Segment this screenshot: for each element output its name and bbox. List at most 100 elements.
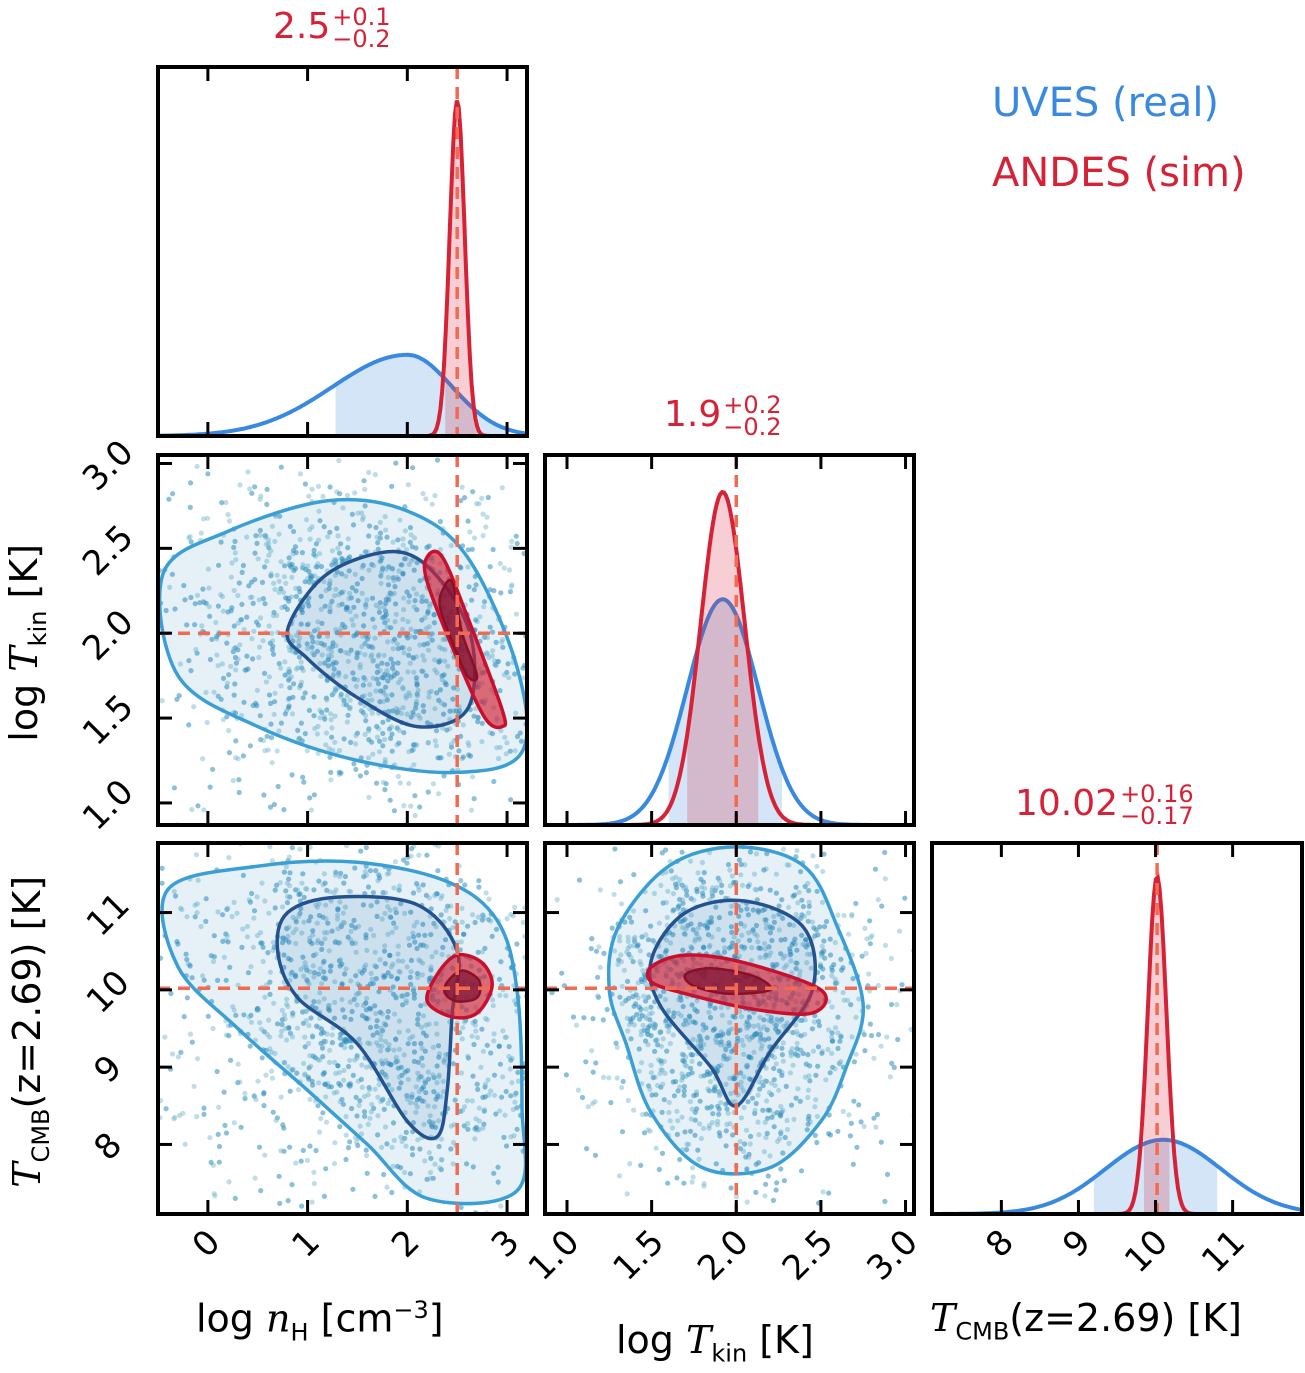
scatter-point xyxy=(235,592,241,599)
scatter-point xyxy=(407,974,413,981)
scatter-point xyxy=(140,591,145,596)
scatter-point xyxy=(715,875,721,881)
scatter-point xyxy=(599,1243,604,1248)
scatter-point xyxy=(383,596,389,603)
scatter-point xyxy=(738,1115,745,1121)
scatter-point xyxy=(333,642,339,649)
scatter-point xyxy=(387,907,393,913)
scatter-point xyxy=(282,659,288,665)
scatter-point xyxy=(171,888,177,895)
scatter-point xyxy=(393,925,399,931)
scatter-point xyxy=(722,945,728,951)
scatter-point xyxy=(784,862,790,868)
scatter-point xyxy=(295,639,302,645)
scatter-point xyxy=(763,917,769,923)
scatter-point xyxy=(404,589,410,595)
scatter-point xyxy=(346,705,352,711)
scatter-point xyxy=(203,918,209,925)
scatter-point xyxy=(369,561,375,568)
scatter-point xyxy=(360,514,366,520)
scatter-point xyxy=(766,1017,772,1024)
scatter-point xyxy=(509,538,515,545)
scatter-point xyxy=(498,590,504,596)
scatter-point xyxy=(771,919,778,925)
scatter-point xyxy=(792,936,798,942)
scatter-point xyxy=(638,1162,644,1168)
scatter-point xyxy=(454,686,461,692)
scatter-point xyxy=(763,1134,769,1141)
scatter-point xyxy=(813,1097,819,1103)
scatter-point xyxy=(321,1193,327,1199)
scatter-point xyxy=(126,662,131,667)
xtick-label: 1.5 xyxy=(605,1222,672,1289)
scatter-point xyxy=(224,714,230,720)
scatter-point xyxy=(327,578,333,584)
scatter-point xyxy=(797,968,803,974)
scatter-point xyxy=(274,1115,280,1121)
scatter-point xyxy=(409,1094,415,1100)
scatter-point xyxy=(834,980,840,986)
scatter-point xyxy=(318,593,324,599)
scatter-point xyxy=(744,1199,750,1205)
scatter-point xyxy=(316,1129,323,1135)
scatter-point xyxy=(450,833,455,838)
scatter-point xyxy=(777,1136,783,1142)
scatter-point xyxy=(744,906,750,912)
scatter-point xyxy=(317,551,323,557)
scatter-point xyxy=(599,1003,604,1008)
scatter-point xyxy=(364,995,370,1002)
scatter-point xyxy=(681,1180,687,1186)
scatter-point xyxy=(427,1113,433,1119)
scatter-point xyxy=(286,677,292,683)
scatter-point xyxy=(681,885,687,891)
scatter-point xyxy=(379,1069,385,1075)
scatter-point xyxy=(368,1109,374,1115)
scatter-point xyxy=(680,900,686,906)
scatter-point xyxy=(393,460,399,466)
scatter-point xyxy=(694,930,700,937)
scatter-point xyxy=(340,910,346,916)
scatter-point xyxy=(631,1107,637,1113)
scatter-point xyxy=(365,1040,371,1046)
scatter-point xyxy=(382,910,388,917)
scatter-point xyxy=(683,1017,689,1023)
scatter-point xyxy=(683,888,690,894)
scatter-point xyxy=(487,564,493,570)
scatter-point xyxy=(328,649,335,655)
scatter-point xyxy=(797,973,803,979)
scatter-point xyxy=(506,675,512,681)
scatter-point xyxy=(337,899,343,905)
scatter-point xyxy=(806,903,812,909)
scatter-point xyxy=(816,1023,823,1029)
scatter-point xyxy=(329,928,335,934)
scatter-point xyxy=(688,896,694,902)
scatter-point xyxy=(422,1048,428,1054)
scatter-point xyxy=(479,1230,484,1235)
scatter-point xyxy=(308,1063,314,1069)
scatter-point xyxy=(578,932,583,937)
scatter-point xyxy=(773,1026,779,1032)
scatter-point xyxy=(657,1071,663,1077)
scatter-point xyxy=(189,806,195,813)
ytick-label: 1.0 xyxy=(75,772,142,839)
scatter-point xyxy=(664,1048,670,1054)
scatter-point xyxy=(411,1058,417,1064)
scatter-point xyxy=(754,887,760,893)
scatter-point xyxy=(136,969,141,974)
scatter-point xyxy=(389,1189,395,1196)
scatter-point xyxy=(593,886,598,891)
scatter-point xyxy=(316,912,322,919)
scatter-point xyxy=(753,1100,759,1107)
scatter-point xyxy=(267,804,274,810)
scatter-point xyxy=(715,1103,721,1109)
scatter-point xyxy=(413,545,419,551)
scatter-point xyxy=(279,1028,285,1034)
scatter-point xyxy=(259,880,265,886)
scatter-point xyxy=(296,913,302,919)
scatter-point xyxy=(659,1109,665,1115)
scatter-point xyxy=(308,574,314,580)
scatter-point xyxy=(277,513,283,519)
scatter-point xyxy=(418,1003,424,1009)
scatter-point xyxy=(336,670,342,676)
scatter-point xyxy=(333,561,339,567)
